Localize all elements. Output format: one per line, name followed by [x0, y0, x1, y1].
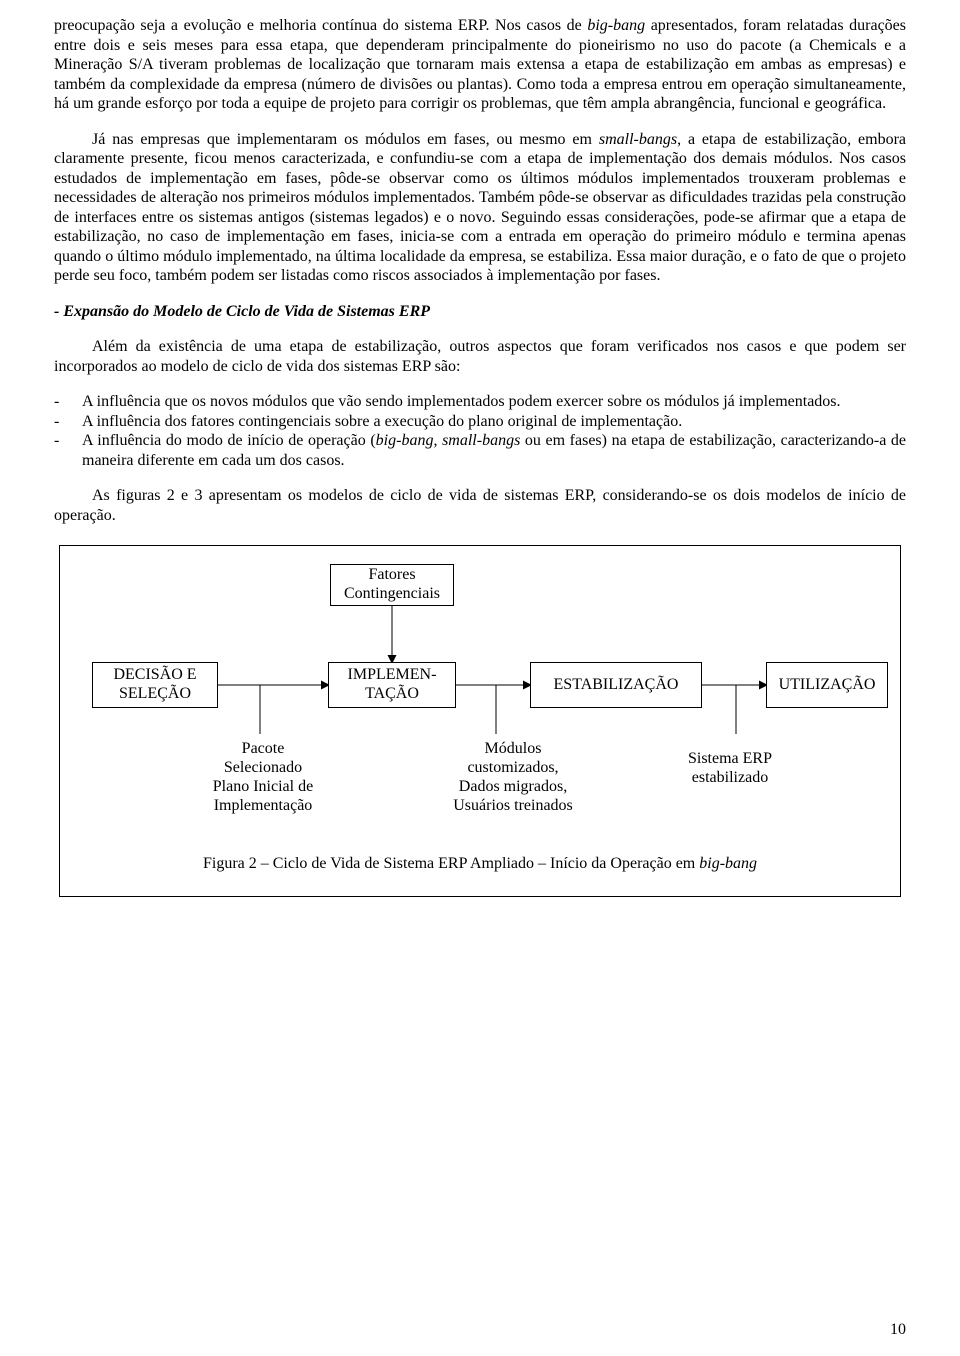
- bullet-dash-icon: -: [54, 392, 82, 412]
- italic: small-bangs: [442, 432, 520, 449]
- text: , a etapa de estabilização, embora clara…: [54, 131, 906, 285]
- italic: big-bang: [376, 432, 434, 449]
- figure-caption: Figura 2 – Ciclo de Vida de Sistema ERP …: [60, 854, 900, 874]
- bullet-dash-icon: -: [54, 412, 82, 432]
- text: preocupação seja a evolução e melhoria c…: [54, 17, 587, 34]
- diagram-node-implemen: IMPLEMEN-TAÇÃO: [328, 662, 456, 708]
- bullet-item: - A influência do modo de início de oper…: [54, 431, 906, 470]
- text: Figura 2 – Ciclo de Vida de Sistema ERP …: [203, 855, 699, 872]
- lifecycle-diagram: Figura 2 – Ciclo de Vida de Sistema ERP …: [59, 545, 901, 897]
- bullet-item: - A influência que os novos módulos que …: [54, 392, 906, 412]
- page-number: 10: [890, 1320, 906, 1340]
- diagram-node-util: UTILIZAÇÃO: [766, 662, 888, 708]
- diagram-node-estabil: ESTABILIZAÇÃO: [530, 662, 702, 708]
- bullet-text: A influência dos fatores contingenciais …: [82, 412, 906, 432]
- diagram-node-decisao: DECISÃO E SELEÇÃO: [92, 662, 218, 708]
- paragraph-4: As figuras 2 e 3 apresentam os modelos d…: [54, 486, 906, 525]
- bullet-text: A influência que os novos módulos que vã…: [82, 392, 906, 412]
- italic: big-bang: [587, 17, 645, 34]
- paragraph-1: preocupação seja a evolução e melhoria c…: [54, 16, 906, 114]
- page: preocupação seja a evolução e melhoria c…: [0, 0, 960, 1356]
- text: Já nas empresas que implementaram os mód…: [92, 131, 599, 148]
- diagram-connectors: [60, 546, 900, 896]
- bullet-item: - A influência dos fatores contingenciai…: [54, 412, 906, 432]
- section-title: - Expansão do Modelo de Ciclo de Vida de…: [54, 302, 906, 322]
- bullet-list: - A influência que os novos módulos que …: [54, 392, 906, 470]
- diagram-label-modulos: Móduloscustomizados,Dados migrados,Usuár…: [428, 740, 598, 816]
- paragraph-3: Além da existência de uma etapa de estab…: [54, 337, 906, 376]
- diagram-node-fatores: Fatores Contingenciais: [330, 564, 454, 606]
- text: ,: [433, 432, 442, 449]
- text: A influência do modo de início de operaç…: [82, 432, 376, 449]
- paragraph-2: Já nas empresas que implementaram os mód…: [54, 130, 906, 286]
- italic: big-bang: [699, 855, 757, 872]
- bullet-text: A influência do modo de início de operaç…: [82, 431, 906, 470]
- bullet-dash-icon: -: [54, 431, 82, 470]
- diagram-label-sistema: Sistema ERPestabilizado: [660, 750, 800, 788]
- italic: small-bangs: [599, 131, 677, 148]
- diagram-label-pacote: PacoteSelecionadoPlano Inicial deImpleme…: [188, 740, 338, 816]
